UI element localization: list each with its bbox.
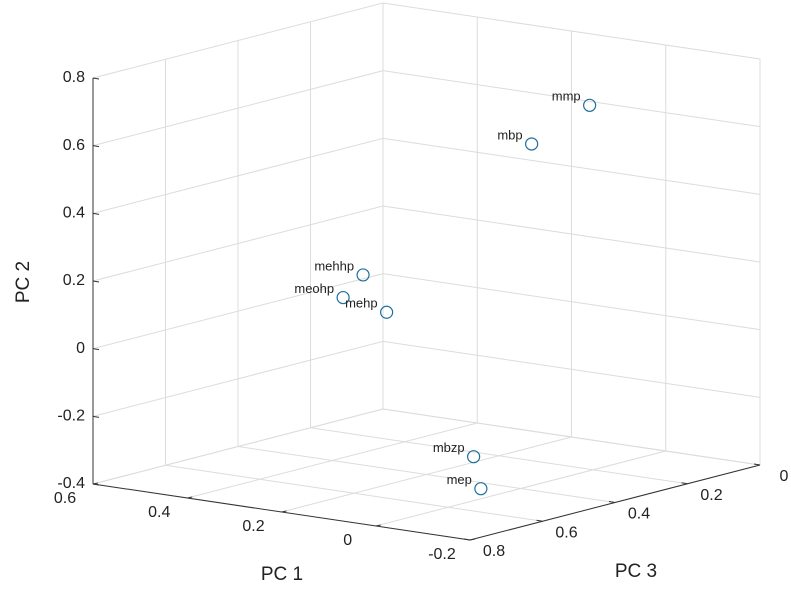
x-tick-label: 0 <box>343 532 352 549</box>
point <box>336 290 350 305</box>
grid-line <box>382 340 761 398</box>
point-label: mbp <box>497 127 522 142</box>
tick-mark <box>92 348 100 351</box>
grid-line <box>237 446 616 503</box>
point-label: mmp <box>552 89 581 104</box>
point-label: mehhp <box>314 258 354 273</box>
x-axis-label: PC 1 <box>261 564 303 585</box>
tick-mark <box>92 482 99 485</box>
y-tick-label: -0.4 <box>57 475 85 492</box>
tick-mark <box>92 415 100 418</box>
y-tick-label: -0.2 <box>57 408 85 425</box>
z-tick-label: 0 <box>780 468 789 485</box>
grid-line <box>92 273 384 350</box>
grid-line <box>92 340 384 417</box>
point <box>467 450 481 464</box>
tick-mark <box>469 538 476 541</box>
y-tick-label: 0.4 <box>63 205 85 222</box>
grid-line <box>92 70 384 147</box>
x-tick-label: 0.2 <box>242 518 264 535</box>
tick-mark <box>753 463 761 466</box>
y-tick-label: 0.8 <box>63 69 85 86</box>
tick-mark <box>463 538 471 541</box>
grid-line <box>382 205 761 263</box>
point-label: mbzp <box>433 440 465 455</box>
grid-line <box>382 273 761 331</box>
grid-line <box>382 408 761 466</box>
point <box>380 305 394 319</box>
y-tick-label: 0.2 <box>63 272 85 289</box>
y-tick-label: 0 <box>76 340 85 357</box>
tick-mark <box>536 519 543 522</box>
point-label: mep <box>447 472 472 487</box>
y-tick-label: 0.6 <box>63 137 85 154</box>
point-label: mehp <box>345 296 378 311</box>
grid-line <box>382 70 761 128</box>
z-axis-label: PC 3 <box>615 561 657 582</box>
grid-line <box>382 2 761 60</box>
grid-line <box>92 137 384 214</box>
grid-line <box>92 205 384 282</box>
point <box>474 482 488 496</box>
point <box>356 268 370 282</box>
point-label: meohp <box>294 281 334 296</box>
z-tick-label: 0.2 <box>700 487 722 504</box>
tick-mark <box>187 496 193 499</box>
tick-mark <box>681 482 688 485</box>
y-axis-label: PC 2 <box>13 261 34 303</box>
tick-mark <box>92 145 100 148</box>
tick-mark <box>92 77 100 80</box>
z-tick-label: 0.8 <box>483 543 505 560</box>
point <box>525 137 539 151</box>
grid-line <box>165 464 543 522</box>
tick-mark <box>92 212 100 215</box>
point <box>583 98 597 112</box>
tick-mark <box>375 524 381 527</box>
x-tick-label: 0.4 <box>148 504 170 521</box>
grid-line <box>310 427 688 485</box>
x-tick-label: 0.6 <box>54 490 76 507</box>
grid-line <box>382 137 761 195</box>
tick-mark <box>281 510 287 513</box>
grid-line <box>92 408 384 485</box>
z-tick-label: 0.4 <box>628 506 650 523</box>
tick-mark <box>608 501 616 503</box>
tick-mark <box>92 280 100 283</box>
z-tick-label: 0.6 <box>555 524 577 541</box>
x-tick-label: -0.2 <box>428 546 456 563</box>
grid-line <box>92 2 384 79</box>
